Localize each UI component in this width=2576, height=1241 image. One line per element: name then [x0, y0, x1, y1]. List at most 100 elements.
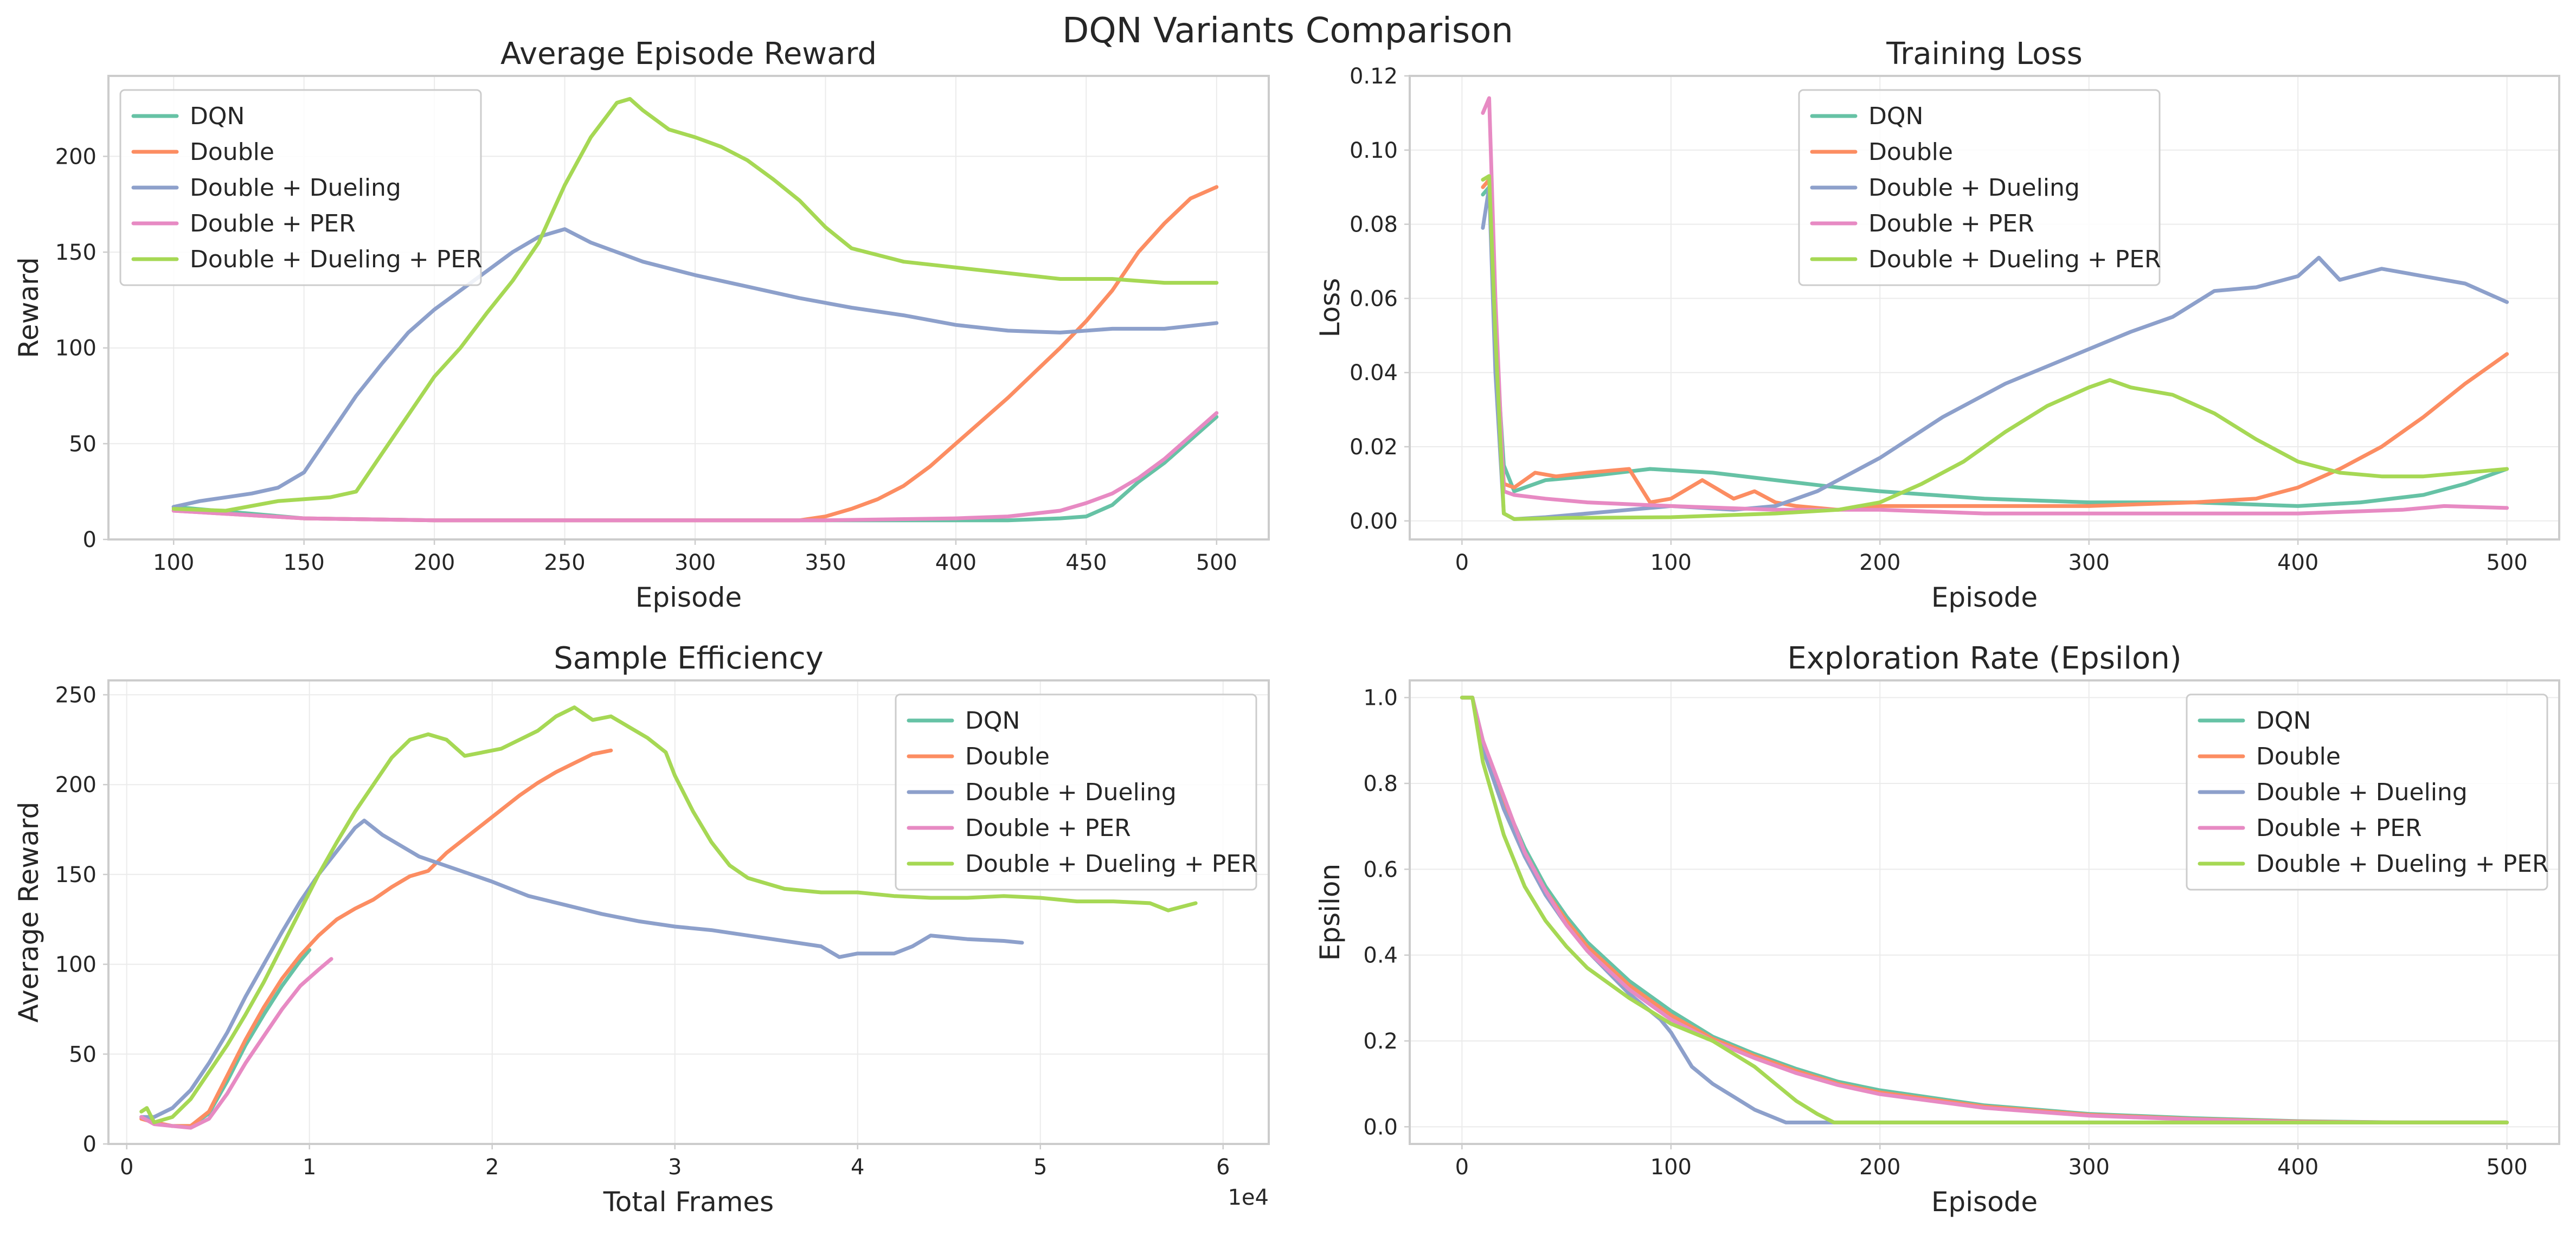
efficiency-legend-box — [895, 693, 1257, 891]
efficiency-xtick-label-3: 3 — [668, 1155, 682, 1180]
epsilon-ytick-label-2: 0.4 — [1363, 943, 1398, 968]
efficiency-xtick-label-6: 6 — [1216, 1155, 1230, 1180]
efficiency-ytick-label-1: 50 — [69, 1042, 97, 1067]
reward-legend-label-1: Double — [190, 138, 274, 166]
epsilon-xtick-label-4: 400 — [2277, 1155, 2318, 1180]
loss-series-1 — [1481, 178, 2509, 512]
efficiency-legend-label-3: Double + PER — [965, 814, 1131, 842]
epsilon-legend-label-3: Double + PER — [2256, 814, 2422, 842]
reward-legend-label-2: Double + Dueling — [190, 174, 401, 202]
efficiency-ytick-label-4: 200 — [55, 773, 97, 798]
efficiency-xtick-label-5: 5 — [1033, 1155, 1047, 1180]
reward-axes-frame — [107, 75, 1270, 541]
loss-xtick-label-2: 200 — [1859, 550, 1900, 575]
efficiency-legend-label-0: DQN — [965, 707, 1020, 735]
figure-suptitle: DQN Variants Comparison — [1062, 11, 1513, 51]
reward-series-group — [171, 97, 1219, 523]
efficiency-series-group — [139, 705, 1198, 1130]
efficiency-series-4 — [139, 705, 1198, 1124]
reward-ylabel: Reward — [13, 257, 44, 358]
efficiency-series-1 — [139, 748, 613, 1128]
reward-legend-label-4: Double + Dueling + PER — [190, 246, 483, 273]
loss-xtick-label-5: 500 — [2486, 550, 2527, 575]
reward-ytick-label-4: 200 — [55, 144, 97, 169]
reward-ytick-label-2: 100 — [55, 336, 97, 361]
epsilon-legend-box — [2186, 693, 2548, 891]
loss-ytick-label-0: 0.00 — [1350, 509, 1398, 534]
loss-ytick-label-2: 0.04 — [1350, 361, 1398, 385]
efficiency-title: Sample Efficiency — [554, 641, 824, 676]
chart-loss: 0 100 200 300 400 500 0.00 0.02 0.04 0.06 0.08 0.10… — [1314, 36, 2560, 613]
efficiency-ytick-label-0: 0 — [83, 1132, 97, 1157]
epsilon-axes-frame — [1409, 679, 2560, 1145]
loss-ytick-label-5: 0.10 — [1350, 138, 1398, 163]
epsilon-ylabel: Epsilon — [1314, 864, 1346, 961]
loss-series-4 — [1481, 174, 2509, 521]
loss-ytick-label-1: 0.02 — [1350, 435, 1398, 460]
efficiency-legend-label-4: Double + Dueling + PER — [965, 850, 1258, 878]
epsilon-ytick-label-4: 0.8 — [1363, 771, 1398, 796]
loss-xtick-label-1: 100 — [1650, 550, 1692, 575]
loss-ytick-label-4: 0.08 — [1350, 213, 1398, 237]
loss-ylabel: Loss — [1314, 278, 1346, 338]
reward-xtick-label-4: 300 — [674, 550, 716, 575]
reward-xtick-label-0: 100 — [153, 550, 194, 575]
reward-legend-box — [119, 89, 482, 286]
reward-xtick-label-3: 250 — [544, 550, 585, 575]
loss-legend-label-2: Double + Dueling — [1868, 174, 2080, 202]
loss-series-0 — [1481, 185, 2509, 508]
efficiency-ytick-label-3: 150 — [55, 863, 97, 888]
reward-series-2 — [171, 227, 1219, 509]
efficiency-series-3 — [139, 957, 333, 1130]
reward-xtick-label-7: 450 — [1065, 550, 1107, 575]
reward-xtick-label-8: 500 — [1196, 550, 1237, 575]
efficiency-ytick-label-2: 100 — [55, 953, 97, 978]
loss-title: Training Loss — [1886, 36, 2083, 72]
epsilon-legend-label-4: Double + Dueling + PER — [2256, 850, 2549, 878]
efficiency-ytick-label-5: 250 — [55, 683, 97, 708]
efficiency-xtick-label-0: 0 — [120, 1155, 133, 1180]
reward-ytick-label-1: 50 — [69, 432, 97, 456]
loss-legend-label-0: DQN — [1868, 102, 1923, 130]
reward-legend-label-3: Double + PER — [190, 210, 356, 237]
epsilon-legend-label-0: DQN — [2256, 707, 2311, 735]
efficiency-xlabel: Total Frames — [603, 1186, 774, 1218]
epsilon-ytick-label-0: 0.0 — [1363, 1115, 1398, 1140]
reward-xtick-label-2: 200 — [414, 550, 455, 575]
epsilon-xtick-label-1: 100 — [1650, 1155, 1692, 1180]
epsilon-xlabel: Episode — [1931, 1186, 2038, 1218]
reward-legend-label-0: DQN — [190, 102, 245, 130]
epsilon-legend-label-2: Double + Dueling — [2256, 779, 2468, 806]
loss-axes-frame — [1409, 75, 2560, 541]
efficiency-legend: DQN Double Double + Dueling Double + PER Dou… — [895, 693, 1258, 891]
epsilon-series-group — [1460, 696, 2509, 1124]
epsilon-ytick-label-1: 0.2 — [1363, 1029, 1398, 1054]
efficiency-xtick-label-2: 2 — [485, 1155, 499, 1180]
chart-reward: 100 150 200 250 300 350 400 450 500 0 50 100 150 200 A… — [13, 36, 1270, 613]
efficiency-legend-label-2: Double + Dueling — [965, 779, 1177, 806]
reward-series-3 — [171, 411, 1219, 523]
epsilon-legend-label-1: Double — [2256, 743, 2341, 770]
efficiency-xaxis-offset: 1e4 — [1228, 1185, 1269, 1210]
reward-ytick-label-3: 150 — [55, 240, 97, 265]
loss-xtick-label-4: 400 — [2277, 550, 2318, 575]
efficiency-legend-label-1: Double — [965, 743, 1050, 770]
epsilon-ytick-label-3: 0.6 — [1363, 857, 1398, 882]
epsilon-legend: DQN Double Double + Dueling Double + PER Dou… — [2186, 693, 2549, 891]
reward-series-4 — [171, 97, 1219, 513]
efficiency-axes-frame — [107, 679, 1270, 1145]
epsilon-xtick-label-3: 300 — [2068, 1155, 2110, 1180]
loss-xtick-label-0: 0 — [1455, 550, 1469, 575]
reward-legend: DQN Double Double + Dueling Double + PER Dou… — [119, 89, 483, 286]
loss-legend: DQN Double Double + Dueling Double + PER Dou… — [1798, 89, 2161, 286]
reward-xlabel: Episode — [635, 582, 742, 613]
chart-epsilon: 0 100 200 300 400 500 0.0 0.2 0.4 0.6 0.8 1.0 Explor… — [1314, 641, 2560, 1218]
reward-ytick-label-0: 0 — [83, 528, 97, 552]
efficiency-xtick-label-4: 4 — [851, 1155, 864, 1180]
loss-ytick-label-3: 0.06 — [1350, 286, 1398, 311]
loss-series-group — [1481, 96, 2509, 521]
epsilon-xtick-label-5: 500 — [2486, 1155, 2527, 1180]
loss-xlabel: Episode — [1931, 582, 2038, 613]
